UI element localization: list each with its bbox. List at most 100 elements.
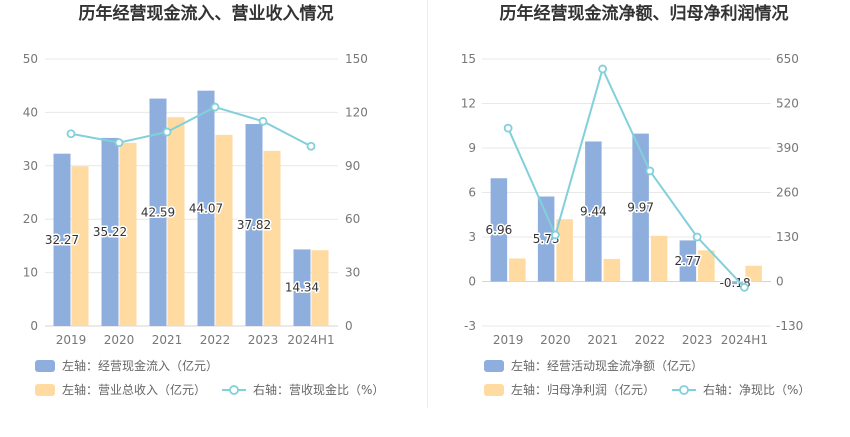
- x-tick-label: 2023: [248, 333, 279, 347]
- bar-2024h1: [726, 281, 744, 285]
- y-right-tick-label: 130: [776, 230, 799, 244]
- legend-item-total-revenue[interactable]: 左轴：营业总收入（亿元）: [35, 383, 206, 397]
- y-left-tick-label: 15: [461, 52, 476, 66]
- y-right-tick-label: 30: [345, 266, 360, 280]
- line-point-2020: [114, 138, 124, 148]
- legend-bar-swatch-icon: [35, 384, 55, 396]
- line-point-2023: [692, 232, 702, 242]
- legend-label: 左轴：归母净利润（亿元）: [511, 383, 656, 397]
- bar-2021: [149, 98, 167, 326]
- bar-2020: [119, 142, 137, 326]
- bar-data-labels: 6.965.739.44 9.972.77-0.18: [484, 199, 752, 291]
- bar-2024h1: [293, 249, 311, 326]
- bar-2020: [556, 219, 573, 282]
- y-right-tick-label: 90: [345, 159, 360, 173]
- bar-data-label: 44.07: [189, 201, 223, 215]
- bar-2020: [537, 196, 555, 282]
- legend-label: 左轴：营业总收入（亿元）: [62, 383, 207, 397]
- bar-2024h1: [745, 265, 762, 282]
- x-tick-label: 2024H1: [721, 333, 768, 347]
- bar-data-label: 35.22: [93, 225, 127, 239]
- bar-2019: [53, 153, 71, 326]
- y-right-tick-label: 390: [776, 141, 799, 155]
- x-tick-label: 2019: [493, 333, 524, 347]
- legend-item-net-profit[interactable]: 左轴：归母净利润（亿元）: [484, 383, 655, 397]
- legend-label: 左轴：经营活动现金流净额（亿元）: [511, 359, 704, 373]
- legend-line-dot: [229, 385, 239, 395]
- panel-divider: [427, 0, 428, 408]
- bar-data-label: 37.82: [237, 218, 271, 232]
- x-tick-label: 2020: [540, 333, 571, 347]
- y-right-tick-label: 120: [345, 105, 368, 119]
- bar-2021: [167, 117, 185, 327]
- bar-series-0: [53, 90, 311, 326]
- y-right-tick-label: 60: [345, 212, 360, 226]
- legend-item-cash-to-revenue-ratio[interactable]: 右轴：营收现金比（%）: [222, 383, 384, 397]
- bar-2022: [632, 133, 649, 282]
- y-left-tick-label: 50: [23, 52, 38, 66]
- series-line: [507, 67, 746, 289]
- line-series-2: [503, 64, 749, 292]
- bar-2021: [585, 141, 602, 282]
- bar-data-label: 42.59: [141, 205, 175, 219]
- x-tick-label: 2022: [200, 333, 231, 347]
- x-tick-label: 2022: [635, 333, 666, 347]
- y-right-tick-label: 150: [345, 52, 368, 66]
- bar-series-0: [490, 133, 744, 285]
- bar-2019: [509, 258, 526, 282]
- bar-2020: [101, 137, 119, 326]
- legend-item-cash-inflow[interactable]: 左轴：经营现金流入（亿元）: [35, 359, 218, 373]
- bar-series-1: [71, 117, 329, 327]
- x-tick-label: 2020: [104, 333, 135, 347]
- legend-bar-swatch-icon: [35, 360, 55, 372]
- legend-bar-swatch-icon: [484, 384, 504, 396]
- bar-series-1: [509, 219, 762, 282]
- legend-line-marker-icon: [672, 385, 696, 395]
- bar-2019: [71, 166, 89, 326]
- y-right-tick-label: 260: [776, 186, 799, 200]
- bar-data-labels: 32.27 35.22 42.59 44.07 37.82 14.34: [43, 200, 320, 296]
- bar-2022: [215, 134, 233, 326]
- line-point-2024h1: [306, 141, 316, 151]
- y-left-tick-label: 0: [30, 319, 38, 333]
- y-left-tick-label: 12: [461, 97, 476, 111]
- y-left-tick-label: 9: [468, 141, 476, 155]
- gridlines: [45, 58, 338, 327]
- y-left-tick-label: -3: [464, 319, 476, 333]
- line-point-2019: [66, 129, 76, 139]
- bar-data-label: 9.97: [627, 201, 654, 215]
- bar-2021: [603, 258, 621, 282]
- series-line: [70, 106, 312, 148]
- y-right-tick-label: 0: [345, 319, 353, 333]
- bar-2023: [698, 250, 715, 282]
- line-point-2022: [210, 102, 220, 112]
- bar-data-label: 32.27: [45, 233, 79, 247]
- x-tick-label: 2019: [56, 333, 87, 347]
- legend-bar-swatch-icon: [484, 360, 504, 372]
- line-point-2021: [598, 64, 608, 74]
- x-tick-label: 2023: [682, 333, 713, 347]
- legend-line-dot: [679, 385, 689, 395]
- y-right-tick-label: 0: [776, 275, 784, 289]
- bar-2023: [679, 240, 697, 282]
- x-tick-label: 2021: [587, 333, 618, 347]
- legend-item-cash-to-profit-ratio[interactable]: 右轴：净现比（%）: [672, 383, 810, 397]
- bar-2022: [650, 235, 668, 282]
- legend-label: 左轴：经营现金流入（亿元）: [62, 359, 219, 373]
- bar-2023: [263, 150, 281, 326]
- y-right-tick-label: -130: [776, 319, 803, 333]
- legend-item-net-operating-cash-flow[interactable]: 左轴：经营活动现金流净额（亿元）: [484, 359, 703, 373]
- chart-title-net-cash-flow-profit: 历年经营现金流净额、归母净利润情况: [499, 4, 789, 24]
- bar-2023: [245, 124, 263, 326]
- line-point-2024h1: [739, 282, 749, 292]
- chart-title-cash-inflow-revenue: 历年经营现金流入、营业收入情况: [78, 4, 334, 24]
- chart-0-plot-area: 0 10 20 30 40 50 0 30 60 90 120 150 2019 2020 2021 2022…: [23, 52, 368, 347]
- y-left-tick-label: 6: [468, 186, 476, 200]
- y-left-tick-label: 10: [23, 266, 38, 280]
- y-left-tick-label: 3: [468, 230, 476, 244]
- bar-data-label: 2.77: [675, 254, 702, 268]
- line-point-2020: [550, 230, 560, 240]
- x-tick-label: 2021: [152, 333, 183, 347]
